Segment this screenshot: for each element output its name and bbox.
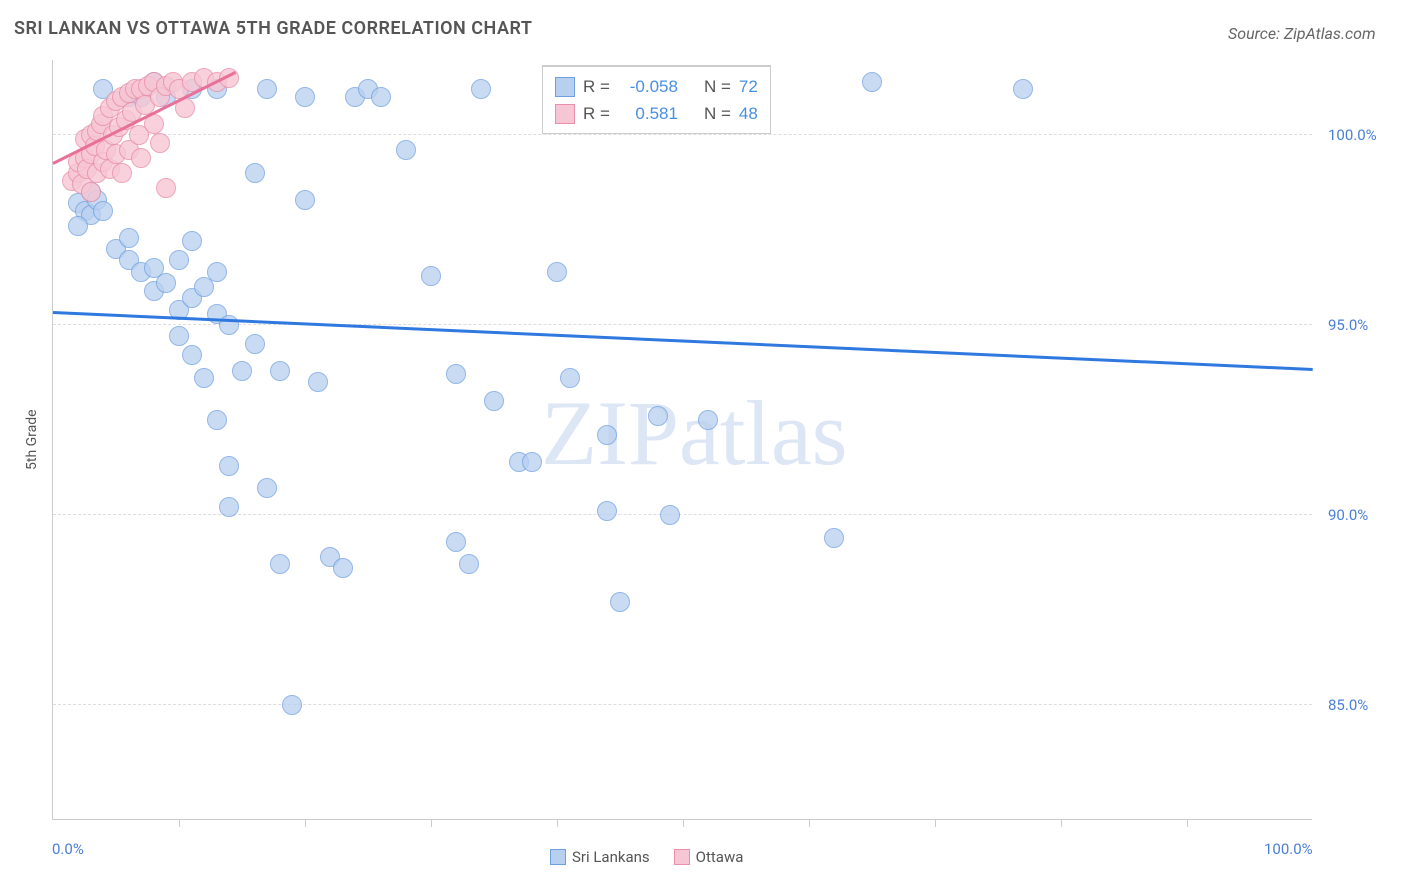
scatter-point (245, 163, 265, 183)
legend-n-label: N = (704, 100, 731, 127)
scatter-point (270, 361, 290, 381)
x-tick (683, 819, 684, 827)
scatter-point (219, 456, 239, 476)
legend-r-value: -0.058 (618, 73, 678, 100)
scatter-point (81, 182, 101, 202)
scatter-point (560, 368, 580, 388)
plot-area: ZIPatlas (52, 60, 1312, 820)
scatter-point (169, 326, 189, 346)
scatter-point (169, 250, 189, 270)
scatter-point (597, 501, 617, 521)
chart-title: SRI LANKAN VS OTTAWA 5TH GRADE CORRELATI… (14, 18, 532, 39)
scatter-point (207, 262, 227, 282)
scatter-point (270, 554, 290, 574)
scatter-point (1013, 79, 1033, 99)
scatter-point (119, 228, 139, 248)
scatter-point (547, 262, 567, 282)
scatter-point (219, 497, 239, 517)
x-tick-label: 0.0% (52, 840, 84, 858)
x-tick (809, 819, 810, 827)
legend-row: R = -0.058 N = 72 (555, 73, 758, 100)
scatter-point (131, 148, 151, 168)
scatter-point (93, 201, 113, 221)
scatter-point (232, 361, 252, 381)
scatter-point (257, 478, 277, 498)
scatter-point (471, 79, 491, 99)
scatter-point (698, 410, 718, 430)
scatter-point (610, 592, 630, 612)
legend-swatch (555, 104, 575, 124)
series-legend-label: Sri Lankans (572, 848, 650, 866)
legend-n-label: N = (704, 73, 731, 100)
legend-n-value: 72 (739, 73, 758, 100)
gridline-h (53, 324, 1312, 325)
x-tick (935, 819, 936, 827)
scatter-point (648, 406, 668, 426)
scatter-point (824, 528, 844, 548)
scatter-point (484, 391, 504, 411)
source-attribution: Source: ZipAtlas.com (1228, 24, 1376, 43)
legend-row: R = 0.581 N = 48 (555, 100, 758, 127)
y-tick-label: 90.0% (1328, 506, 1368, 524)
x-tick (557, 819, 558, 827)
legend-swatch (555, 77, 575, 97)
scatter-point (194, 368, 214, 388)
scatter-point (282, 695, 302, 715)
scatter-point (295, 190, 315, 210)
correlation-legend: R = -0.058 N = 72 R = 0.581 N = 48 (542, 65, 771, 134)
scatter-point (182, 345, 202, 365)
scatter-point (68, 216, 88, 236)
y-tick-label: 85.0% (1328, 696, 1368, 714)
scatter-point (446, 364, 466, 384)
series-legend-label: Ottawa (696, 848, 744, 866)
series-legend-item: Sri Lankans (550, 848, 650, 866)
x-tick (1061, 819, 1062, 827)
scatter-point (112, 163, 132, 183)
scatter-point (156, 273, 176, 293)
scatter-point (150, 133, 170, 153)
x-tick-label: 100.0% (1264, 840, 1313, 858)
scatter-point (308, 372, 328, 392)
legend-r-label: R = (583, 100, 610, 127)
scatter-point (459, 554, 479, 574)
scatter-point (182, 231, 202, 251)
x-tick (1187, 819, 1188, 827)
x-tick (179, 819, 180, 827)
scatter-point (371, 87, 391, 107)
scatter-point (522, 452, 542, 472)
scatter-point (396, 140, 416, 160)
series-legend-swatch (550, 849, 566, 865)
scatter-point (207, 410, 227, 430)
scatter-point (257, 79, 277, 99)
x-tick (431, 819, 432, 827)
scatter-point (421, 266, 441, 286)
y-tick-label: 95.0% (1328, 316, 1368, 334)
scatter-point (660, 505, 680, 525)
scatter-point (295, 87, 315, 107)
y-tick-label: 100.0% (1328, 126, 1377, 144)
watermark: ZIPatlas (541, 380, 848, 486)
watermark-atlas: atlas (679, 382, 848, 484)
scatter-point (245, 334, 265, 354)
scatter-point (156, 178, 176, 198)
legend-r-label: R = (583, 73, 610, 100)
gridline-h (53, 704, 1312, 705)
chart-container: SRI LANKAN VS OTTAWA 5TH GRADE CORRELATI… (0, 0, 1406, 892)
legend-n-value: 48 (739, 100, 758, 127)
scatter-point (333, 558, 353, 578)
scatter-point (862, 72, 882, 92)
scatter-point (597, 425, 617, 445)
series-legend-swatch (674, 849, 690, 865)
scatter-point (446, 532, 466, 552)
y-axis-label: 5th Grade (24, 409, 40, 470)
series-legend: Sri Lankans Ottawa (550, 848, 743, 866)
series-legend-item: Ottawa (674, 848, 744, 866)
legend-r-value: 0.581 (618, 100, 678, 127)
gridline-h (53, 514, 1312, 515)
x-tick (305, 819, 306, 827)
